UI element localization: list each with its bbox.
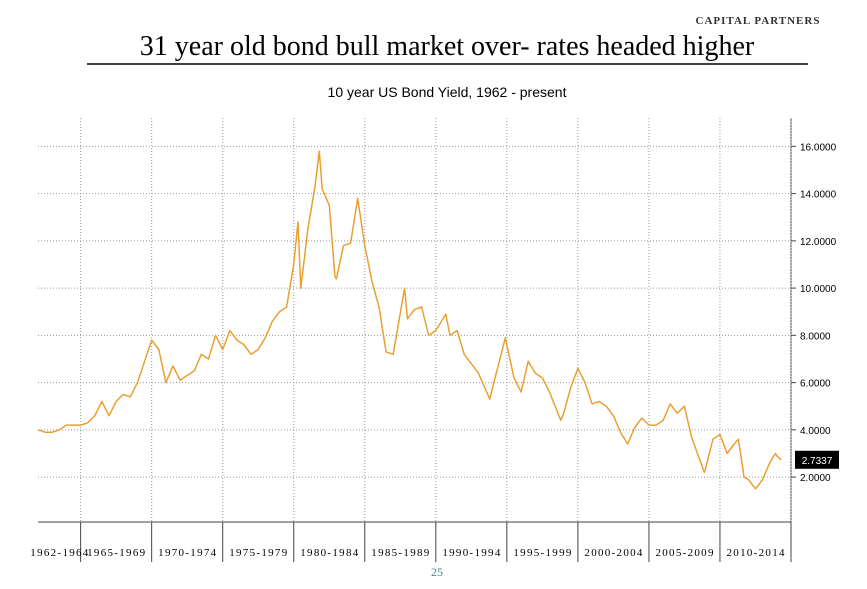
slide-title: 31 year old bond bull market over- rates…	[140, 31, 755, 62]
x-tick-label: 1975-1979	[229, 547, 288, 559]
x-tick-label: 1965-1969	[87, 547, 146, 559]
chart-title: 10 year US Bond Yield, 1962 - present	[328, 84, 567, 100]
x-tick-label: 2000-2004	[584, 547, 643, 559]
x-tick-label: 2010-2014	[726, 547, 785, 559]
firm-name: CAPITAL PARTNERS	[696, 15, 821, 27]
x-tick-label: 1985-1989	[371, 547, 430, 559]
y-tick-label: 10.0000	[800, 284, 837, 295]
yield-line	[37, 150, 782, 490]
page-number: 25	[431, 565, 443, 579]
x-tick-label: 2005-2009	[655, 547, 714, 559]
y-tick-label: 14.0000	[800, 190, 837, 201]
y-tick-label: 2.0000	[800, 473, 831, 484]
y-tick-label: 4.0000	[800, 426, 831, 437]
y-tick-label: 6.0000	[800, 379, 831, 390]
x-tick-label: 1980-1984	[300, 547, 359, 559]
y-tick-label: 12.0000	[800, 237, 837, 248]
x-tick-label: 1990-1994	[442, 547, 501, 559]
x-tick-label: 1962-1964	[30, 547, 89, 559]
x-tick-label: 1970-1974	[158, 547, 217, 559]
y-tick-label: 8.0000	[800, 331, 831, 342]
y-tick-label: 16.0000	[800, 142, 837, 153]
x-tick-label: 1995-1999	[513, 547, 572, 559]
last-value-box	[795, 450, 839, 469]
last-value-label: 2.7337	[802, 456, 833, 467]
